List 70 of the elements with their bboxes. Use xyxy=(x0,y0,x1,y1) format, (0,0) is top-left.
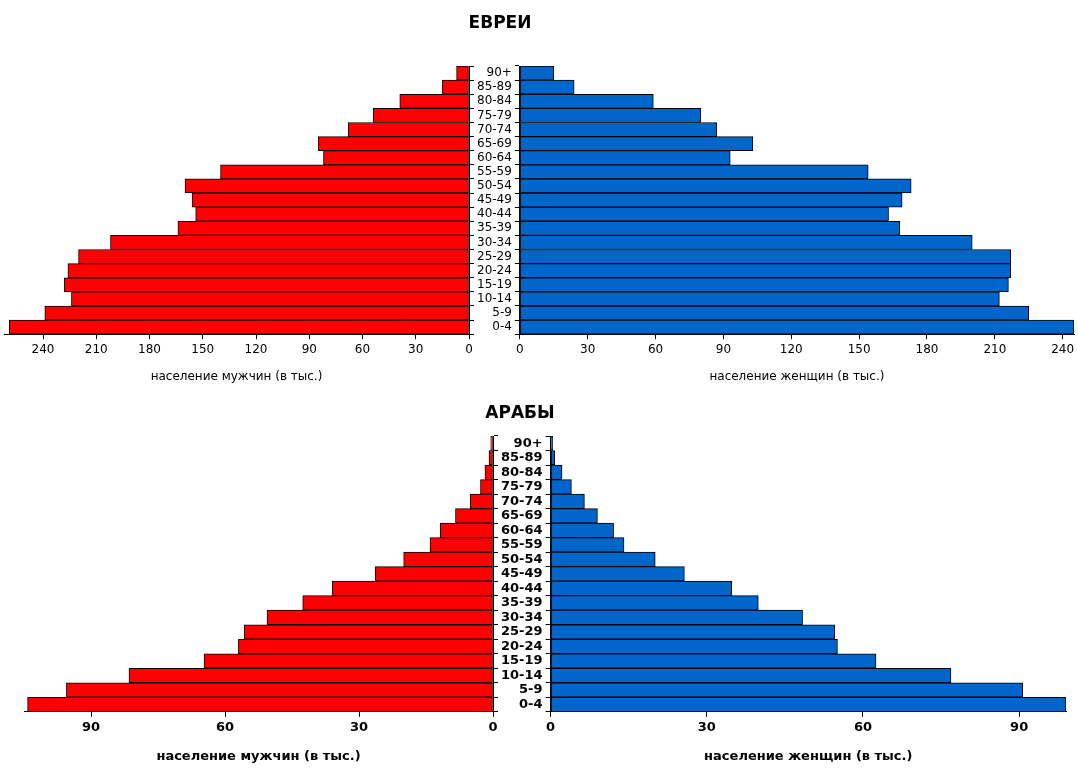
y-tick-label: 10-14 xyxy=(501,666,543,682)
y-tick-label: 15-19 xyxy=(476,276,512,291)
y-tick-label: 65-69 xyxy=(476,135,512,150)
y-tick-label: 25-29 xyxy=(476,248,512,263)
x-tick-label: 210 xyxy=(983,341,1007,356)
x-tick-label: 180 xyxy=(138,341,161,356)
y-tick-label: 80-84 xyxy=(501,463,543,479)
x-tick-label: 30 xyxy=(349,718,369,734)
x-axis-title: население мужчин (в тыс.) xyxy=(156,747,361,763)
x-tick-label: 90 xyxy=(81,718,101,734)
x-tick-label: 60 xyxy=(853,718,872,734)
x-tick-label: 90 xyxy=(301,341,317,356)
y-tick-label: 10-14 xyxy=(476,291,512,306)
x-tick-label: 90 xyxy=(715,341,732,356)
y-tick-label: 65-69 xyxy=(501,507,543,523)
y-tick-label: 85-89 xyxy=(476,79,512,94)
y-tick-label: 85-89 xyxy=(501,449,543,465)
x-tick-label: 180 xyxy=(915,341,939,356)
y-tick-label: 5-9 xyxy=(519,681,543,697)
x-tick-label: 30 xyxy=(580,341,596,356)
y-tick-label: 30-34 xyxy=(476,234,512,249)
y-tick-label: 25-29 xyxy=(501,623,543,639)
y-tick-label: 45-49 xyxy=(476,192,512,207)
y-tick-label: 75-79 xyxy=(476,107,512,122)
x-tick-label: 150 xyxy=(847,341,871,356)
y-tick-label: 50-54 xyxy=(476,178,512,193)
x-axis-title: население женщин (в тыс.) xyxy=(709,368,885,383)
x-axis-title: население женщин (в тыс.) xyxy=(704,747,913,763)
y-tick-label: 55-59 xyxy=(501,536,543,552)
y-tick-label: 90+ xyxy=(513,434,543,450)
x-tick-label: 150 xyxy=(191,341,215,356)
y-tick-label: 5-9 xyxy=(492,305,512,320)
chart-title: АРАБЫ xyxy=(485,402,555,422)
y-tick-label: 40-44 xyxy=(501,579,543,595)
x-tick-label: 120 xyxy=(779,341,803,356)
x-tick-label: 240 xyxy=(31,341,55,356)
y-tick-label: 50-54 xyxy=(501,550,543,566)
x-tick-label: 120 xyxy=(244,341,268,356)
y-tick-label: 35-39 xyxy=(476,220,512,235)
y-tick-label: 45-49 xyxy=(501,565,543,581)
y-tick-label: 30-34 xyxy=(501,608,543,624)
y-tick-label: 20-24 xyxy=(501,637,543,653)
y-tick-label: 75-79 xyxy=(501,478,543,494)
x-tick-label: 90 xyxy=(1010,718,1029,734)
y-tick-label: 0-4 xyxy=(492,319,512,334)
x-tick-label: 210 xyxy=(84,341,108,356)
x-axis-title: население мужчин (в тыс.) xyxy=(150,368,323,383)
x-tick-label: 0 xyxy=(465,341,473,356)
y-tick-label: 0-4 xyxy=(519,695,543,711)
x-tick-label: 30 xyxy=(408,341,424,356)
x-tick-label: 60 xyxy=(647,341,664,356)
y-tick-label: 80-84 xyxy=(476,93,512,108)
y-tick-label: 60-64 xyxy=(501,521,543,537)
y-tick-label: 40-44 xyxy=(476,206,512,221)
y-tick-label: 60-64 xyxy=(476,149,512,164)
x-tick-label: 0 xyxy=(488,718,498,734)
y-tick-label: 15-19 xyxy=(501,652,543,668)
y-tick-label: 90+ xyxy=(486,65,512,80)
x-tick-label: 30 xyxy=(697,718,716,734)
x-tick-label: 240 xyxy=(1051,341,1075,356)
x-tick-label: 60 xyxy=(354,341,371,356)
x-tick-label: 0 xyxy=(516,341,524,356)
y-tick-label: 55-59 xyxy=(476,163,512,178)
y-tick-label: 70-74 xyxy=(501,492,543,508)
x-tick-label: 0 xyxy=(546,718,556,734)
y-tick-label: 35-39 xyxy=(501,594,543,610)
y-tick-label: 70-74 xyxy=(476,121,512,136)
x-tick-label: 60 xyxy=(215,718,235,734)
y-tick-label: 20-24 xyxy=(476,262,512,277)
chart-title: ЕВРЕИ xyxy=(468,12,532,32)
